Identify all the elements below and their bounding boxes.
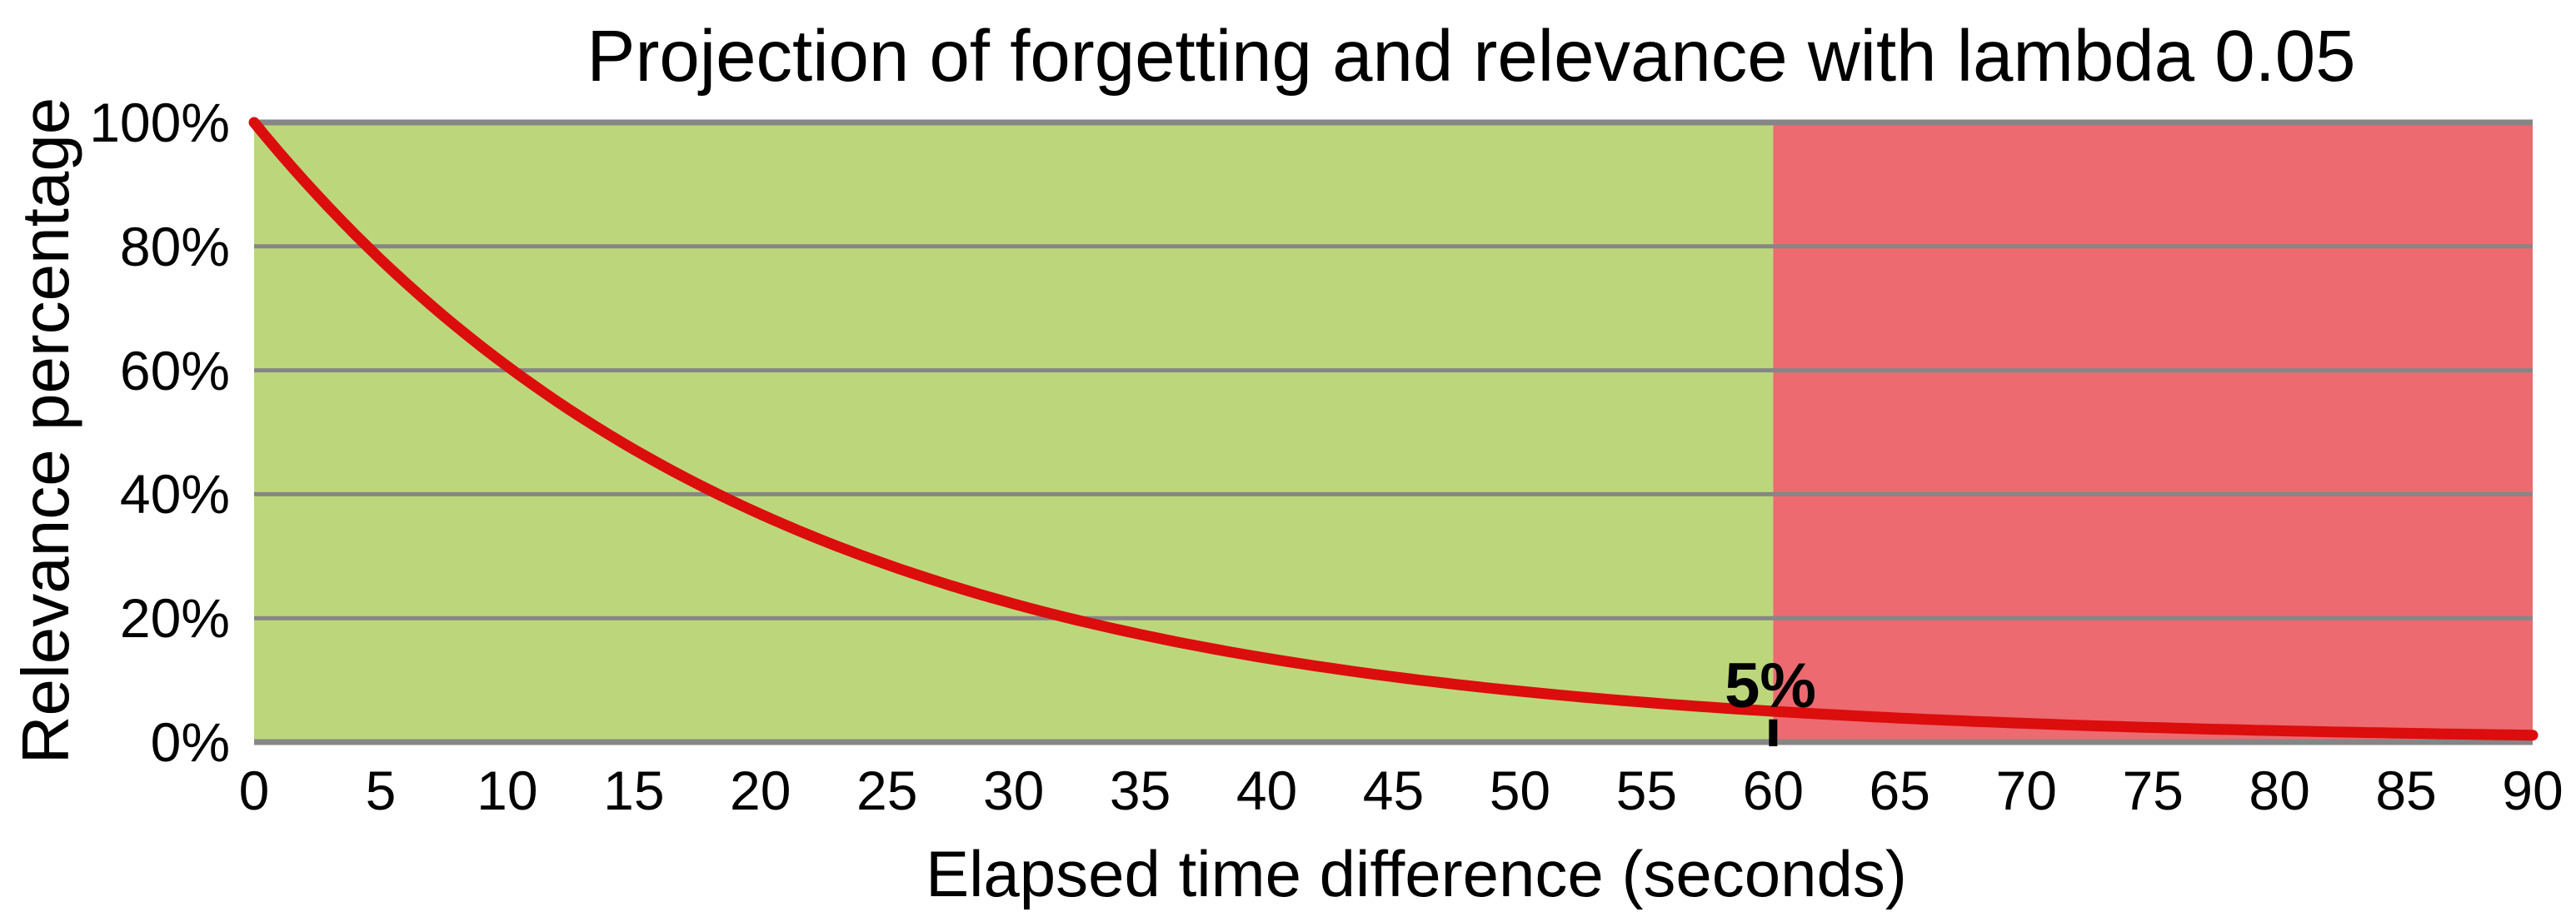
x-tick-label: 90: [2502, 760, 2564, 821]
x-tick-label: 80: [2249, 760, 2310, 821]
x-tick-label: 35: [1109, 760, 1171, 821]
x-tick-label: 60: [1742, 760, 1805, 821]
x-tick-label: 50: [1489, 760, 1551, 821]
x-tick-label: 70: [1995, 760, 2057, 821]
x-tick-label: 85: [2375, 760, 2437, 821]
x-tick-label: 40: [1236, 760, 1298, 821]
x-tick-label: 45: [1362, 760, 1425, 821]
y-tick-label: 60%: [119, 339, 230, 401]
x-tick-label: 15: [603, 760, 665, 821]
y-tick-label: 80%: [119, 215, 230, 277]
x-tick-label: 75: [2122, 760, 2184, 821]
x-tick-label: 25: [856, 760, 918, 821]
relevance-curve: [248, 117, 2539, 741]
threshold-annotation: 5%: [1725, 650, 1816, 721]
plot-area: [248, 117, 2539, 746]
chart-title: Projection of forgetting and relevance w…: [587, 16, 2356, 97]
region-red-zone: [1773, 122, 2533, 742]
x-tick-label: 0: [238, 760, 270, 821]
y-tick-label: 20%: [119, 587, 230, 650]
y-tick-label: 100%: [89, 92, 230, 153]
y-tick-label: 0%: [150, 711, 230, 773]
x-tick-label: 10: [477, 760, 538, 821]
y-axis-title: Relevance percentage: [8, 97, 82, 765]
x-tick-label: 30: [982, 760, 1045, 821]
y-tick-label: 40%: [119, 463, 230, 526]
x-tick-label: 5: [365, 760, 397, 821]
region-green-zone: [254, 122, 1774, 742]
x-tick-label: 65: [1869, 760, 1930, 821]
x-tick-label: 20: [730, 760, 791, 821]
x-axis-title: Elapsed time difference (seconds): [926, 837, 1907, 910]
x-tick-label: 55: [1615, 760, 1678, 821]
